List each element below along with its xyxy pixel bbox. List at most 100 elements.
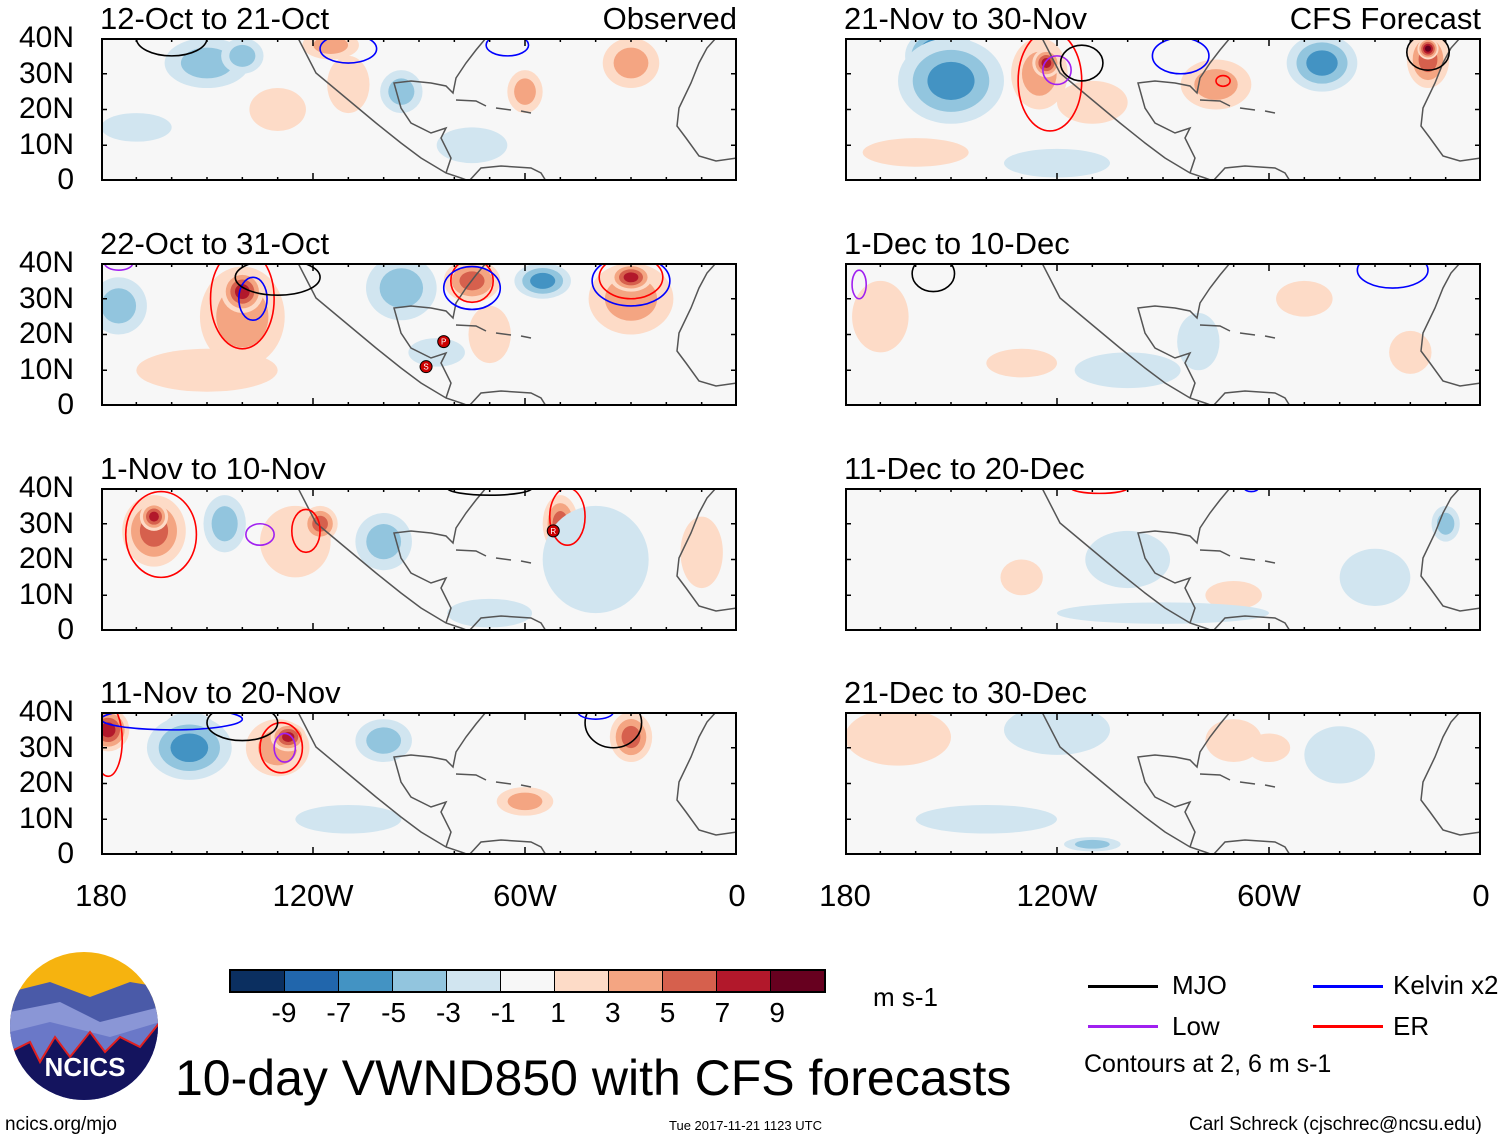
anomaly-shading xyxy=(1000,559,1043,596)
logo-text: NCICS xyxy=(45,1052,126,1082)
coastline xyxy=(1212,165,1291,181)
map-panel xyxy=(101,712,737,855)
anomaly-shading xyxy=(379,268,424,308)
contour-line xyxy=(291,508,321,554)
legend-low-line xyxy=(1088,1025,1158,1028)
coastline xyxy=(455,324,532,339)
legend-er-line xyxy=(1313,1025,1383,1028)
anomaly-shading xyxy=(170,733,209,763)
contour-line xyxy=(851,269,867,300)
coastline xyxy=(676,488,737,612)
y-tick-label: 20N xyxy=(18,766,74,799)
coastline xyxy=(297,712,487,855)
coastline xyxy=(468,615,547,631)
units-label: m s-1 xyxy=(873,982,938,1012)
coastline xyxy=(1420,712,1481,836)
ncics-logo: NCICS xyxy=(10,952,158,1100)
y-tick-label: 10N xyxy=(18,801,74,835)
coastline xyxy=(1212,390,1291,406)
contour-line xyxy=(101,712,123,778)
legend-mjo-line xyxy=(1088,985,1158,988)
map-panel: R xyxy=(101,488,737,631)
contour-line xyxy=(485,38,530,57)
anomaly-shading xyxy=(623,272,639,283)
contour-line xyxy=(209,263,275,350)
x-tick-label: 60W xyxy=(1237,878,1301,913)
colorbar-swatch xyxy=(447,971,501,991)
coastline xyxy=(468,390,547,406)
anomaly-shading xyxy=(211,506,238,542)
colorbar-swatch xyxy=(501,971,555,991)
anomaly-shading xyxy=(1205,580,1262,610)
panel-title: 1-Nov to 10-Nov xyxy=(100,451,326,486)
contour-line xyxy=(911,263,956,293)
y-tick-label: 30N xyxy=(18,730,74,764)
contour-line xyxy=(1070,488,1129,495)
anomaly-shading xyxy=(1004,712,1110,755)
anomaly-shading xyxy=(1389,330,1432,374)
y-tick-label: 10N xyxy=(18,127,74,161)
y-tick-label: 0 xyxy=(57,163,74,196)
anomaly-shading xyxy=(366,524,402,560)
y-tick-label: 0 xyxy=(57,837,74,870)
contour-line xyxy=(446,488,533,496)
legend-low: Low xyxy=(1172,1011,1220,1041)
contour-line xyxy=(548,488,586,546)
anomaly-shading xyxy=(366,727,402,754)
coastline xyxy=(1420,38,1481,162)
anomaly-shading xyxy=(862,138,969,167)
y-tick-label: 0 xyxy=(57,613,74,646)
colorbar-swatch xyxy=(339,971,393,991)
anomaly-shading xyxy=(1306,50,1338,76)
colorbar-tick-label: -3 xyxy=(435,997,461,1028)
colorbar-swatch xyxy=(285,971,339,991)
contour-line xyxy=(101,712,244,731)
map-panel xyxy=(845,488,1481,631)
y-tick-label: 20N xyxy=(18,92,74,125)
anomaly-shading xyxy=(1205,719,1262,763)
colorbar-swatch xyxy=(717,971,771,991)
colorbar-swatch xyxy=(555,971,609,991)
colorbar-tick-label: -7 xyxy=(326,997,352,1028)
anomaly-shading xyxy=(229,44,256,67)
contour-line xyxy=(1151,38,1210,75)
storm-label: P xyxy=(441,338,446,347)
figure-title: 10-day VWND850 with CFS forecasts xyxy=(175,1050,1012,1106)
anomaly-shading xyxy=(101,113,172,142)
panel-title: 21-Nov to 30-Nov xyxy=(844,1,1087,36)
map-panel xyxy=(845,263,1481,406)
anomaly-shading xyxy=(514,78,536,105)
url-link[interactable]: ncics.org/mjo xyxy=(5,1114,117,1135)
coastline xyxy=(1041,712,1231,855)
colorbar-swatch xyxy=(393,971,447,991)
anomaly-shading xyxy=(136,348,278,392)
anomaly-shading xyxy=(680,516,723,589)
anomaly-shading xyxy=(1304,726,1375,784)
colorbar-swatch xyxy=(231,971,285,991)
anomaly-shading xyxy=(1247,733,1291,763)
coastline xyxy=(676,712,737,836)
panel-title: 22-Oct to 31-Oct xyxy=(100,226,330,261)
legend-mjo: MJO xyxy=(1172,970,1227,1000)
anomaly-shading xyxy=(1194,69,1238,100)
anomaly-shading xyxy=(180,47,234,79)
anomaly-shading xyxy=(101,288,137,324)
x-tick-label: 0 xyxy=(1472,878,1490,913)
coastline xyxy=(297,263,487,406)
coastline xyxy=(297,488,487,631)
contour-line xyxy=(1059,44,1104,82)
contour-line xyxy=(238,276,268,322)
contour-line xyxy=(442,265,502,311)
coastline xyxy=(468,165,547,181)
anomaly-shading xyxy=(1276,280,1333,317)
coastline xyxy=(1199,549,1276,564)
timestamp: Tue 2017-11-21 1123 UTC xyxy=(669,1118,822,1133)
contour-line xyxy=(103,263,134,271)
coastline xyxy=(455,99,532,114)
coastline xyxy=(1041,263,1231,406)
anomaly-shading xyxy=(915,804,1057,834)
anomaly-shading xyxy=(845,712,951,766)
colorbar-swatch xyxy=(771,971,824,991)
colorbar xyxy=(229,969,826,993)
